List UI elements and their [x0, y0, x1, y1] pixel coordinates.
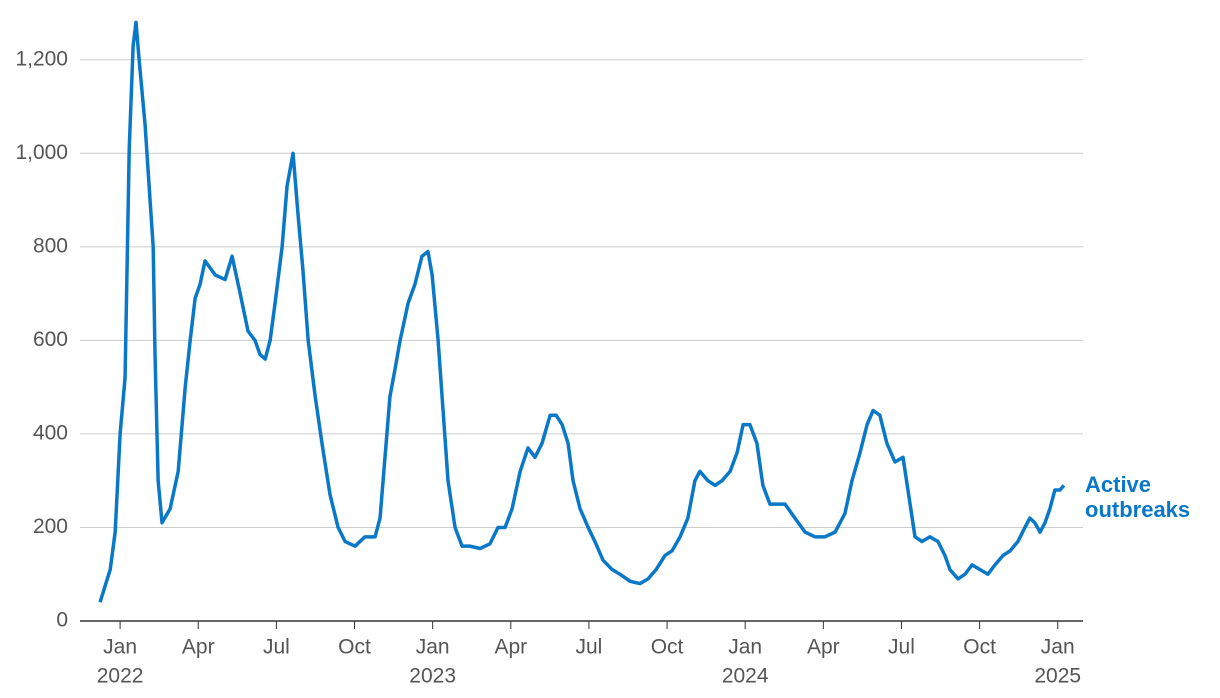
- y-tick-label: 400: [33, 421, 68, 444]
- x-year-label: 2024: [722, 665, 769, 688]
- data-line: [98, 20, 1066, 603]
- y-tick-label: 600: [33, 328, 68, 351]
- y-tick-label: 1,200: [15, 47, 68, 70]
- x-tick-label: Jan: [103, 636, 137, 659]
- y-tick-label: 0: [56, 609, 68, 632]
- x-year-label: 2023: [409, 665, 456, 688]
- x-year-label: 2025: [1034, 665, 1081, 688]
- x-tick-label: Apr: [494, 636, 527, 659]
- x-year-label: 2022: [97, 665, 144, 688]
- x-tick-label: Jul: [575, 636, 602, 659]
- x-tick-label: Jan: [1041, 636, 1075, 659]
- x-tick-label: Oct: [338, 636, 371, 659]
- x-tick-label: Apr: [807, 636, 840, 659]
- y-tick-label: 200: [33, 515, 68, 538]
- series-label: Active outbreaks: [1085, 472, 1191, 522]
- x-tick-label: Jan: [728, 636, 762, 659]
- x-tick-label: Apr: [182, 636, 215, 659]
- x-tick-label: Oct: [651, 636, 684, 659]
- x-tick-label: Jul: [263, 636, 290, 659]
- x-tick-label: Oct: [963, 636, 996, 659]
- x-tick-label: Jan: [416, 636, 450, 659]
- y-tick-label: 1,000: [15, 141, 68, 164]
- x-tick-label: Jul: [888, 636, 915, 659]
- y-tick-label: 800: [33, 234, 68, 257]
